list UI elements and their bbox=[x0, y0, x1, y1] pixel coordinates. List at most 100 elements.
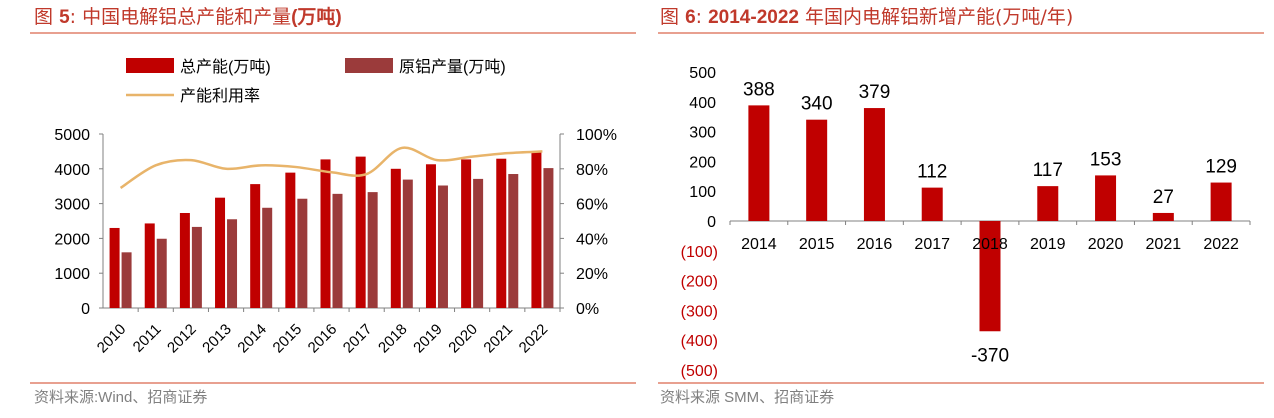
capacity-bar bbox=[250, 184, 261, 308]
production-bar bbox=[262, 207, 273, 308]
data-label: 27 bbox=[1153, 187, 1174, 208]
capacity-bar bbox=[144, 223, 155, 308]
production-bar bbox=[332, 193, 343, 308]
x-tick-label: 2015 bbox=[799, 236, 835, 253]
capacity-bar bbox=[285, 172, 296, 308]
y-tick-label: 200 bbox=[689, 154, 716, 171]
y-tick-label: 4000 bbox=[54, 162, 90, 179]
x-tick-label: 2011 bbox=[130, 321, 165, 356]
new-capacity-bar bbox=[1210, 182, 1232, 221]
capacity-bar bbox=[109, 227, 120, 308]
y-tick-label: (100) bbox=[681, 244, 718, 261]
y2-tick-label: 0% bbox=[576, 301, 599, 318]
figure-6-title: 图 6: 2014-2022 年国内电解铝新增产能(万吨/年) bbox=[660, 4, 1073, 30]
new-capacity-bar bbox=[863, 108, 885, 221]
capacity-bar bbox=[531, 152, 542, 308]
figure-6-title-years: 2014-2022 bbox=[708, 7, 799, 28]
legend-production-swatch bbox=[345, 58, 393, 73]
y-tick-label: 0 bbox=[81, 301, 90, 318]
data-label: 112 bbox=[917, 162, 947, 183]
capacity-bar bbox=[215, 197, 226, 308]
figure-5-panel: 图 5: 中国电解铝总产能和产量(万吨) 0 1000 2000 3000 4000 50… bbox=[0, 0, 636, 418]
x-tick-label: 2018 bbox=[972, 236, 1008, 253]
data-label: -370 bbox=[971, 345, 1009, 366]
y-tick-label: (200) bbox=[681, 274, 718, 291]
figure-6-bottom-rule bbox=[658, 382, 1264, 384]
y-tick-label: 3000 bbox=[54, 197, 90, 214]
x-tick-label: 2015 bbox=[270, 321, 306, 357]
x-tick-label: 2016 bbox=[305, 321, 341, 357]
capacity-bar bbox=[320, 159, 331, 308]
figure-6-title-prefix: 图 bbox=[660, 6, 680, 28]
figure-6-title-colon: : bbox=[695, 6, 703, 28]
figure-5-source: 资料来源:Wind、招商证券 bbox=[34, 389, 208, 406]
y-tick-label: 300 bbox=[689, 125, 716, 142]
new-capacity-bar bbox=[921, 187, 943, 221]
figure-6-top-rule bbox=[658, 32, 1264, 34]
x-tick-label: 2014 bbox=[234, 321, 270, 357]
y2-tick-label: 80% bbox=[576, 162, 608, 179]
production-bar bbox=[402, 179, 413, 308]
figure-5-title-unit: (万吨) bbox=[291, 7, 342, 28]
new-capacity-bar bbox=[1037, 186, 1059, 221]
y-tick-label: 1000 bbox=[54, 266, 90, 283]
figure-5-top-rule bbox=[30, 32, 636, 34]
production-bar bbox=[508, 174, 519, 308]
y-tick-label: (400) bbox=[681, 333, 718, 350]
capacity-bar bbox=[390, 168, 401, 308]
x-tick-label: 2017 bbox=[914, 236, 950, 253]
y-tick-label: (300) bbox=[681, 303, 718, 320]
figure-5-chart: 0 1000 2000 3000 4000 5000 0% 20% 40% 60% 80% 100% 2… bbox=[54, 58, 617, 357]
data-label: 129 bbox=[1205, 157, 1237, 178]
y2-tick-label: 40% bbox=[576, 231, 608, 248]
y-tick-label: 2000 bbox=[54, 231, 90, 248]
new-capacity-bar bbox=[748, 105, 770, 221]
figure-6-source: 资料来源 SMM、招商证券 bbox=[660, 389, 835, 406]
utilization-line bbox=[119, 146, 543, 189]
y-tick-label: 5000 bbox=[54, 127, 90, 144]
x-tick-label: 2018 bbox=[375, 321, 411, 357]
y-tick-label: (500) bbox=[681, 363, 718, 380]
y2-tick-label: 20% bbox=[576, 266, 608, 283]
figure-5-bottom-rule bbox=[30, 382, 636, 384]
data-label: 117 bbox=[1033, 160, 1063, 181]
figure-5-title-prefix: 图 bbox=[34, 6, 54, 28]
figure-6-chart: (500) (400) (300) (200) (100) 0 100 200 300 400 50… bbox=[681, 65, 1251, 380]
production-bar bbox=[367, 192, 378, 308]
y2-tick-label: 100% bbox=[576, 127, 617, 144]
x-tick-label: 2017 bbox=[340, 321, 376, 357]
production-bar bbox=[191, 226, 202, 308]
y2-tick-label: 60% bbox=[576, 197, 608, 214]
x-tick-label: 2021 bbox=[1146, 236, 1182, 253]
data-label: 388 bbox=[743, 79, 775, 100]
legend-capacity-label: 总产能(万吨) bbox=[180, 58, 271, 76]
production-bar bbox=[543, 168, 554, 308]
x-tick-label: 2021 bbox=[480, 321, 516, 357]
figure-5-title-number: 5 bbox=[59, 7, 70, 28]
new-capacity-bar bbox=[1152, 212, 1174, 221]
y-tick-label: 100 bbox=[689, 184, 716, 201]
new-capacity-bar bbox=[1095, 175, 1117, 221]
data-label: 340 bbox=[801, 94, 833, 115]
capacity-bar bbox=[496, 158, 507, 308]
figure-5-title: 图 5: 中国电解铝总产能和产量(万吨) bbox=[34, 4, 342, 30]
y-tick-label: 500 bbox=[689, 65, 716, 82]
x-tick-label: 2016 bbox=[857, 236, 893, 253]
data-label: 379 bbox=[859, 82, 891, 103]
x-tick-label: 2012 bbox=[164, 321, 200, 357]
legend-utilization-label: 产能利用率 bbox=[180, 87, 260, 105]
capacity-bar bbox=[425, 164, 436, 308]
legend-production-label: 原铝产量(万吨) bbox=[399, 58, 506, 76]
figure-6-panel: 图 6: 2014-2022 年国内电解铝新增产能(万吨/年) (500) (40… bbox=[638, 0, 1274, 418]
x-tick-label: 2022 bbox=[1203, 236, 1239, 253]
new-capacity-bar bbox=[806, 119, 828, 221]
production-bar bbox=[297, 198, 308, 308]
data-label: 153 bbox=[1090, 149, 1122, 170]
production-bar bbox=[227, 219, 238, 308]
production-bar bbox=[156, 238, 167, 308]
x-tick-label: 2014 bbox=[741, 236, 777, 253]
figure-6-title-number: 6 bbox=[685, 7, 696, 28]
x-tick-label: 2020 bbox=[445, 321, 481, 357]
x-tick-label: 2013 bbox=[199, 321, 235, 357]
new-capacity-bar bbox=[979, 221, 1001, 332]
